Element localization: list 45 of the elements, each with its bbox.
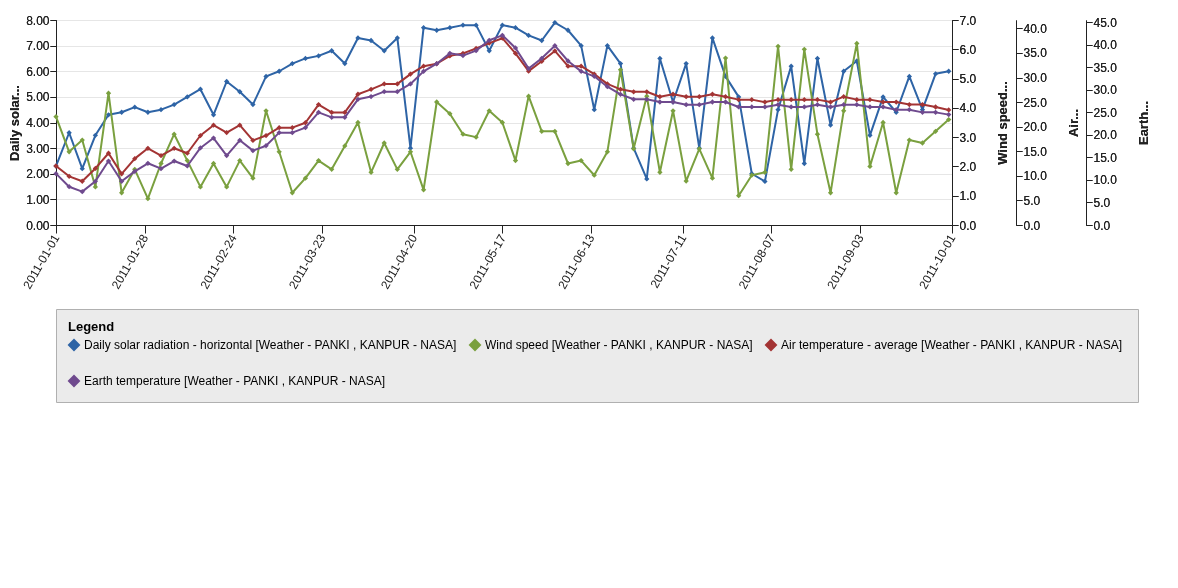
- y-tick-label: 2.00: [26, 167, 50, 182]
- y3-tick-label: 30.0: [1023, 71, 1048, 86]
- y3-tick-label: 15.0: [1023, 144, 1048, 159]
- legend-label: Daily solar radiation - horizontal [Weather - PANKI , KANPUR - NASA]: [84, 338, 457, 352]
- y-tick-label: 5.0: [1093, 195, 1111, 210]
- y-tick-label: 8.00: [26, 13, 50, 28]
- y3-tick-label: 5.0: [1023, 193, 1041, 208]
- y2-tick-label: 0.0: [959, 218, 977, 233]
- y-tick-label: 10.0: [1093, 173, 1118, 188]
- y-tick-label: 15.0: [1093, 150, 1118, 165]
- y2-tick-label: 2.0: [959, 159, 977, 174]
- y-tick-label: 20.0: [1093, 128, 1118, 143]
- legend-label: Air temperature - average [Weather - PANKI , KANPUR - NASA]: [781, 338, 1123, 352]
- y-tick-label: 25.0: [1093, 105, 1118, 120]
- y2-tick-label: 1.0: [959, 189, 977, 204]
- y-tick-label: 5.00: [26, 90, 50, 105]
- legend-label: Wind speed [Weather - PANKI , KANPUR - NASA]: [485, 338, 753, 352]
- y2-tick-label: 4.0: [959, 101, 977, 116]
- y2-axis-title: Wind speed...: [995, 81, 1011, 165]
- y2-tick-label: 3.0: [959, 130, 977, 145]
- y-tick-label: 7.00: [26, 39, 50, 54]
- y-tick-label: 4.00: [26, 116, 50, 130]
- y-tick-label: 3.00: [26, 141, 50, 156]
- legend-label: Earth temperature [Weather - PANKI , KANPUR - NASA]: [84, 374, 385, 388]
- y-tick-label: 0.00: [26, 218, 50, 233]
- y2-tick-label: 5.0: [959, 72, 977, 87]
- y3-tick-label: 40.0: [1023, 21, 1048, 36]
- y-axis-title: Daily solar...: [7, 85, 23, 161]
- y-tick-label: 1.00: [26, 192, 50, 207]
- y-tick-label: 35.0: [1093, 60, 1118, 75]
- y-tick-label: 30.0: [1093, 83, 1118, 98]
- y-axis-title: Earth...: [1135, 100, 1151, 146]
- y3-tick-label: 25.0: [1023, 95, 1048, 110]
- y-tick-label: 40.0: [1093, 38, 1118, 53]
- legend-title: Legend: [68, 319, 115, 334]
- y2-tick-label: 6.0: [959, 42, 977, 57]
- y-tick-label: 6.00: [26, 64, 50, 79]
- y-tick-label: 0.0: [1093, 218, 1111, 233]
- y2-tick-label: 7.0: [959, 13, 977, 28]
- y-tick-label: 45.0: [1093, 15, 1118, 30]
- y3-tick-label: 0.0: [1023, 218, 1041, 233]
- y3-axis-title: Air...: [1065, 108, 1081, 138]
- y3-tick-label: 35.0: [1023, 46, 1048, 61]
- y3-tick-label: 10.0: [1023, 169, 1048, 184]
- y3-tick-label: 20.0: [1023, 120, 1048, 135]
